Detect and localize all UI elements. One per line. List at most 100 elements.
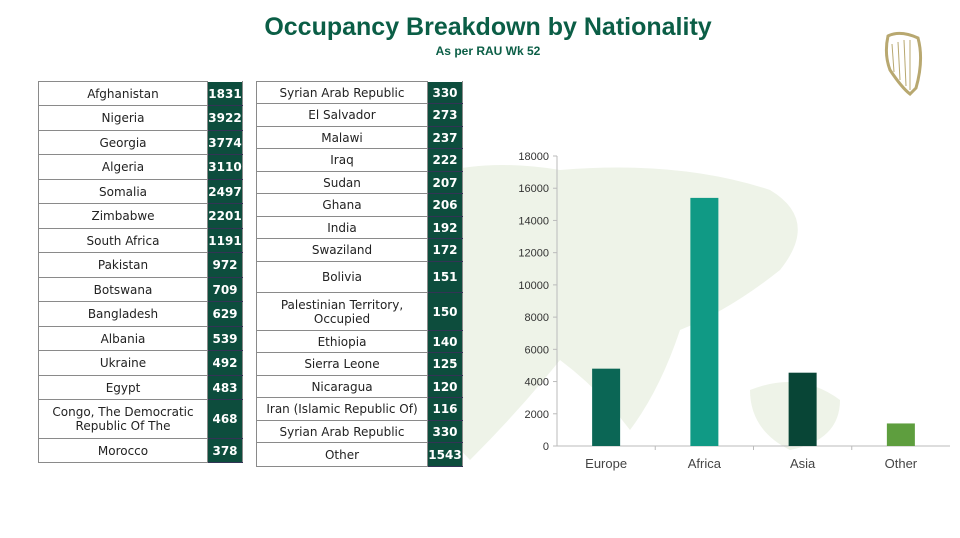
country-cell: Sierra Leone [256, 352, 428, 376]
count-cell: 2497 [207, 179, 243, 204]
country-cell: Algeria [38, 154, 208, 180]
table-row: India 192 [256, 216, 463, 239]
count-cell: 222 [427, 148, 463, 172]
count-cell: 150 [427, 292, 463, 331]
y-tick-label: 10000 [518, 280, 549, 292]
table-row: Albania 539 [38, 326, 243, 351]
x-tick-label: Other [885, 456, 918, 471]
country-cell: Pakistan [38, 252, 208, 278]
y-tick-label: 2000 [525, 409, 549, 421]
x-tick-label: Asia [790, 456, 816, 471]
country-cell: Palestinian Territory, Occupied [256, 292, 428, 331]
country-cell: Bolivia [256, 261, 428, 293]
country-cell: Bangladesh [38, 301, 208, 327]
y-tick-label: 4000 [525, 377, 549, 389]
count-cell: 709 [207, 277, 243, 302]
country-cell: Ukraine [38, 350, 208, 376]
table-row: Syrian Arab Republic 330 [256, 420, 463, 443]
table-row: South Africa 1191 [38, 228, 243, 253]
count-cell: 378 [207, 438, 243, 463]
nationality-table-left: Afghanistan 1831 Nigeria 3922 Georgia 3774 Alg… [38, 81, 243, 463]
table-row: Palestinian Territory, Occupied 150 [256, 292, 463, 331]
count-cell: 172 [427, 238, 463, 262]
bar-africa [690, 197, 719, 446]
count-cell: 151 [427, 261, 463, 293]
table-row: Bolivia 151 [256, 261, 463, 293]
count-cell: 629 [207, 301, 243, 327]
count-cell: 483 [207, 375, 243, 400]
count-cell: 1191 [207, 228, 243, 253]
country-cell: Other [256, 442, 428, 467]
table-row: Malawi 237 [256, 126, 463, 149]
count-cell: 1543 [427, 442, 463, 467]
count-cell: 207 [427, 171, 463, 194]
country-cell: Swaziland [256, 238, 428, 262]
harp-emblem-icon [884, 31, 923, 96]
table-row: Nicaragua 120 [256, 375, 463, 398]
table-row: Egypt 483 [38, 375, 243, 400]
table-row: Iraq 222 [256, 148, 463, 172]
bar-asia [788, 372, 817, 446]
y-tick-label: 14000 [518, 215, 549, 227]
country-cell: Sudan [256, 171, 428, 194]
country-cell: Ethiopia [256, 330, 428, 353]
count-cell: 1831 [207, 81, 243, 106]
country-cell: Albania [38, 326, 208, 351]
country-cell: Iraq [256, 148, 428, 172]
country-cell: Botswana [38, 277, 208, 302]
table-row: Ukraine 492 [38, 350, 243, 376]
table-row: Georgia 3774 [38, 130, 243, 155]
country-cell: Syrian Arab Republic [256, 81, 428, 104]
bar-europe [592, 368, 621, 446]
table-row: Congo, The Democratic Republic Of The 468 [38, 399, 243, 439]
table-row: Algeria 3110 [38, 154, 243, 180]
y-tick-label: 6000 [525, 344, 549, 356]
count-cell: 330 [427, 420, 463, 443]
page-subtitle: As per RAU Wk 52 [435, 44, 541, 58]
count-cell: 468 [207, 399, 243, 439]
table-row: Somalia 2497 [38, 179, 243, 204]
country-cell: Afghanistan [38, 81, 208, 106]
country-cell: Ghana [256, 193, 428, 217]
nationality-table-right: Syrian Arab Republic 330 El Salvador 273 Mal… [256, 81, 463, 467]
country-cell: Iran (Islamic Republic Of) [256, 397, 428, 421]
table-row: Botswana 709 [38, 277, 243, 302]
count-cell: 972 [207, 252, 243, 278]
country-cell: Nicaragua [256, 375, 428, 398]
country-cell: South Africa [38, 228, 208, 253]
country-cell: Malawi [256, 126, 428, 149]
y-tick-label: 8000 [525, 312, 549, 324]
table-row: Syrian Arab Republic 330 [256, 81, 463, 104]
table-row: Swaziland 172 [256, 238, 463, 262]
count-cell: 140 [427, 330, 463, 353]
x-tick-label: Africa [688, 456, 722, 471]
table-row: Afghanistan 1831 [38, 81, 243, 106]
y-tick-label: 0 [543, 441, 549, 453]
table-row: Ghana 206 [256, 193, 463, 217]
count-cell: 273 [427, 103, 463, 127]
count-cell: 237 [427, 126, 463, 149]
bar-other [886, 423, 915, 446]
country-cell: Egypt [38, 375, 208, 400]
y-tick-label: 18000 [518, 151, 549, 163]
table-row: Sudan 207 [256, 171, 463, 194]
count-cell: 2201 [207, 203, 243, 229]
country-cell: Zimbabwe [38, 203, 208, 229]
country-cell: Nigeria [38, 105, 208, 131]
count-cell: 125 [427, 352, 463, 376]
table-row: Nigeria 3922 [38, 105, 243, 131]
country-cell: Somalia [38, 179, 208, 204]
count-cell: 206 [427, 193, 463, 217]
x-tick-label: Europe [585, 456, 627, 471]
count-cell: 3774 [207, 130, 243, 155]
page-title: Occupancy Breakdown by Nationality [264, 13, 712, 41]
count-cell: 330 [427, 81, 463, 104]
count-cell: 120 [427, 375, 463, 398]
country-cell: Syrian Arab Republic [256, 420, 428, 443]
country-cell: Morocco [38, 438, 208, 463]
y-tick-label: 16000 [518, 183, 549, 195]
table-row: Bangladesh 629 [38, 301, 243, 327]
y-tick-label: 12000 [518, 248, 549, 260]
table-row: Morocco 378 [38, 438, 243, 463]
country-cell: Congo, The Democratic Republic Of The [38, 399, 208, 439]
